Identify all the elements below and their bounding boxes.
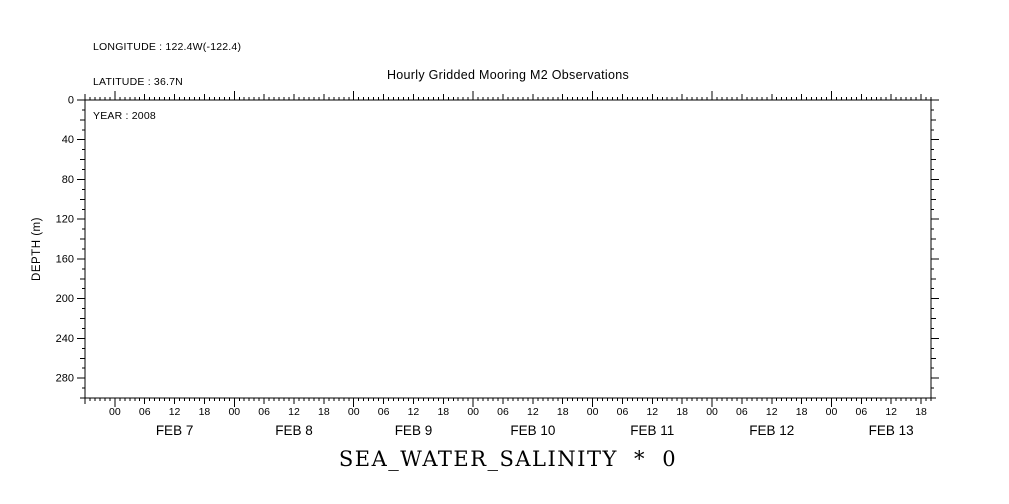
svg-text:06: 06 bbox=[497, 406, 509, 418]
svg-text:12: 12 bbox=[646, 406, 658, 418]
svg-text:12: 12 bbox=[169, 406, 181, 418]
svg-text:FEB 8: FEB 8 bbox=[275, 423, 313, 438]
variable-label: SEA_WATER_SALINITY * 0 bbox=[338, 447, 678, 471]
hour-tick-labels: 00 06 12 18 00 06 12 18 00 06 12 18 00 06 12 18 00 06 12 18… bbox=[109, 406, 927, 418]
svg-text:06: 06 bbox=[258, 406, 270, 418]
svg-text:160: 160 bbox=[56, 253, 74, 265]
svg-text:00: 00 bbox=[109, 406, 121, 418]
svg-text:18: 18 bbox=[199, 406, 211, 418]
svg-text:FEB 9: FEB 9 bbox=[395, 423, 433, 438]
svg-text:12: 12 bbox=[288, 406, 300, 418]
svg-text:00: 00 bbox=[587, 406, 599, 418]
svg-text:00: 00 bbox=[467, 406, 479, 418]
svg-text:06: 06 bbox=[139, 406, 151, 418]
svg-text:80: 80 bbox=[62, 174, 74, 186]
svg-text:18: 18 bbox=[318, 406, 330, 418]
svg-text:00: 00 bbox=[228, 406, 240, 418]
svg-text:40: 40 bbox=[62, 134, 74, 146]
day-labels: FEB 7 FEB 8 FEB 9 FEB 10 FEB 11 FEB 12 FEB 13 bbox=[156, 423, 914, 438]
svg-text:FEB 12: FEB 12 bbox=[749, 423, 794, 438]
svg-text:06: 06 bbox=[855, 406, 867, 418]
svg-text:18: 18 bbox=[676, 406, 688, 418]
metadata-block: LONGITUDE : 122.4W(-122.4) LATITUDE : 36… bbox=[93, 19, 241, 146]
depth-tick-labels: 0 40 80 120 160 200 240 280 bbox=[56, 95, 74, 385]
x-axis-ticks bbox=[84, 91, 932, 407]
svg-text:12: 12 bbox=[766, 406, 778, 418]
svg-text:18: 18 bbox=[915, 406, 927, 418]
svg-text:18: 18 bbox=[437, 406, 449, 418]
svg-text:FEB 11: FEB 11 bbox=[630, 423, 674, 438]
plot-border bbox=[84, 99, 932, 399]
svg-text:200: 200 bbox=[56, 293, 74, 305]
year-label: YEAR : 2008 bbox=[93, 110, 156, 122]
svg-text:FEB 10: FEB 10 bbox=[510, 423, 555, 438]
latitude-label: LATITUDE : 36.7N bbox=[93, 75, 183, 88]
svg-text:FEB 7: FEB 7 bbox=[156, 423, 194, 438]
svg-text:06: 06 bbox=[736, 406, 748, 418]
svg-text:18: 18 bbox=[796, 406, 808, 418]
svg-text:00: 00 bbox=[348, 406, 360, 418]
svg-text:06: 06 bbox=[378, 406, 390, 418]
svg-text:00: 00 bbox=[826, 406, 838, 418]
svg-text:280: 280 bbox=[56, 373, 74, 385]
svg-text:12: 12 bbox=[408, 406, 420, 418]
longitude-label: LONGITUDE : 122.4W(-122.4) bbox=[93, 41, 242, 53]
y-axis-ticks bbox=[77, 99, 939, 399]
svg-text:00: 00 bbox=[706, 406, 718, 418]
svg-text:12: 12 bbox=[885, 406, 897, 418]
svg-text:0: 0 bbox=[68, 95, 74, 107]
chart-title: Hourly Gridded Mooring M2 Observations bbox=[386, 68, 630, 82]
svg-text:12: 12 bbox=[527, 406, 539, 418]
svg-text:FEB 13: FEB 13 bbox=[869, 423, 914, 438]
svg-text:240: 240 bbox=[56, 333, 74, 345]
svg-text:06: 06 bbox=[617, 406, 629, 418]
svg-text:18: 18 bbox=[557, 406, 569, 418]
svg-text:120: 120 bbox=[56, 214, 74, 226]
